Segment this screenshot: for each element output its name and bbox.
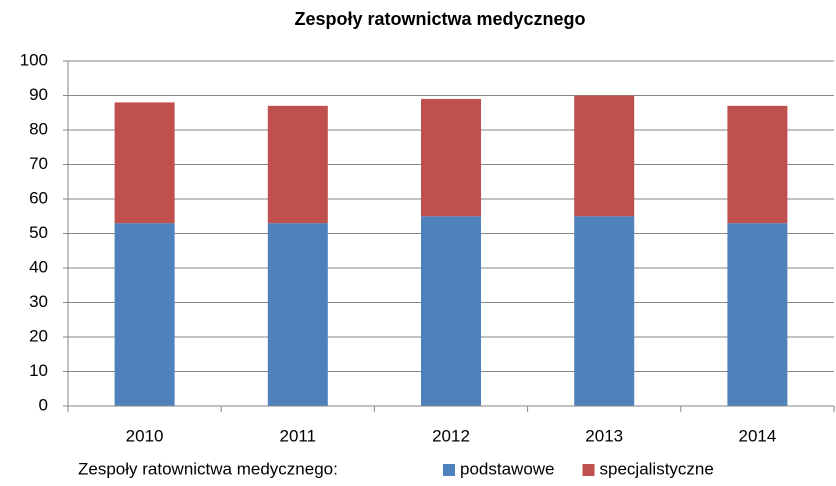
- bar-segment: [267, 105, 328, 224]
- x-tick-label: 2011: [280, 426, 317, 445]
- x-tick-label: 2013: [585, 426, 623, 445]
- legend-label: podstawowe: [460, 459, 555, 478]
- bar-segment: [114, 102, 175, 224]
- chart-title: Zespoły ratownictwa medycznego: [294, 9, 585, 29]
- y-tick-label: 60: [29, 188, 48, 207]
- legend-swatch: [443, 464, 455, 476]
- bar-segment: [421, 216, 481, 406]
- bar-segment: [114, 223, 175, 406]
- y-tick-label: 40: [29, 257, 48, 276]
- bar-segment: [267, 223, 328, 406]
- y-tick-label: 0: [39, 395, 48, 414]
- y-tick-label: 70: [29, 154, 48, 173]
- bar-segment: [574, 216, 635, 406]
- y-tick-label: 10: [29, 361, 48, 380]
- y-tick-label: 90: [29, 85, 48, 104]
- y-tick-label: 50: [29, 223, 48, 242]
- bar-segment: [421, 98, 481, 217]
- x-tick-label: 2014: [738, 426, 776, 445]
- x-tick-label: 2010: [126, 426, 164, 445]
- y-tick-label: 80: [29, 119, 48, 138]
- legend-swatch: [582, 464, 595, 476]
- y-tick-label: 30: [29, 292, 48, 311]
- bar-segment: [727, 223, 788, 406]
- legend-label: specjalistyczne: [600, 459, 714, 478]
- y-tick-label: 20: [29, 326, 48, 345]
- x-tick-label: 2012: [432, 426, 470, 445]
- y-tick-label: 100: [20, 50, 48, 69]
- bar-segment: [574, 95, 635, 217]
- bar-segment: [727, 105, 788, 224]
- legend-title: Zespoły ratownictwa medycznego:: [78, 459, 338, 478]
